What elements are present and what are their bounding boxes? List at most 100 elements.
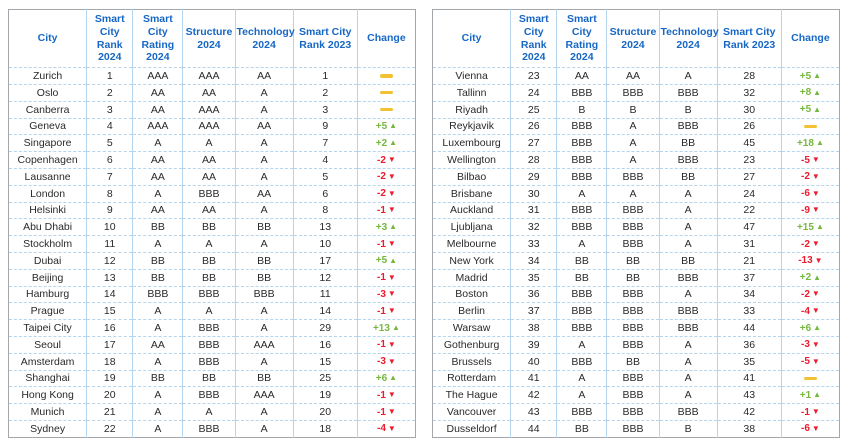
rating-2024-cell: BB — [132, 268, 183, 287]
change-value: -1 — [377, 272, 386, 284]
change-cell: -1 ▼ — [356, 201, 416, 219]
rank-2024-cell: 30 — [510, 184, 557, 203]
city-cell: Helsinki — [8, 201, 87, 219]
city-cell: Reykjavik — [432, 117, 511, 135]
technology-2024-cell: B — [658, 100, 718, 119]
city-cell: Seoul — [8, 335, 87, 354]
technology-2024-cell: BB — [234, 251, 294, 270]
rank-2024-cell: 34 — [510, 251, 557, 270]
rank-2024-cell: 20 — [86, 386, 133, 404]
technology-2024-cell: A — [658, 235, 718, 253]
technology-2024-cell: AA — [234, 117, 294, 135]
structure-2024-cell: BBB — [182, 319, 236, 337]
table-row: Madrid 35 BB BB BBB 37 +2 ▲ — [432, 268, 840, 287]
structure-2024-cell: BBB — [182, 184, 236, 203]
table-row: Auckland 31 BBB BBB A 22 -9 ▼ — [432, 201, 840, 219]
change-value: -1 — [377, 204, 386, 216]
change-cell: -2 ▼ — [780, 285, 840, 303]
city-cell: Ljubljana — [432, 218, 511, 236]
table-row: Taipei City 16 A BBB A 29 +13 ▲ — [8, 319, 416, 337]
table-row: Beijing 13 BB BB BB 12 -1 ▼ — [8, 268, 416, 287]
table-row: Wellington 28 BBB A BBB 23 -5 ▼ — [432, 151, 840, 169]
technology-2024-cell: BBB — [658, 302, 718, 320]
rating-2024-cell: A — [132, 403, 183, 421]
rank-2024-cell: 1 — [86, 67, 133, 85]
technology-2024-cell: A — [658, 201, 718, 219]
table-row: Zurich 1 AAA AAA AA 1 — [8, 67, 416, 85]
structure-2024-cell: BBB — [182, 419, 236, 438]
up-arrow-icon: ▲ — [813, 390, 822, 400]
no-change-dash-icon — [379, 107, 393, 112]
city-cell: Vienna — [432, 67, 511, 85]
rank-2024-cell: 10 — [86, 218, 133, 236]
rank-2024-cell: 31 — [510, 201, 557, 219]
structure-2024-cell: BBB — [606, 285, 660, 303]
city-cell: New York — [432, 251, 511, 270]
change-value: +5 — [375, 255, 388, 267]
structure-2024-cell: A — [182, 235, 236, 253]
rating-2024-cell: A — [132, 386, 183, 404]
down-arrow-icon: ▼ — [387, 306, 396, 316]
rank-2023-cell: 41 — [716, 369, 782, 387]
rank-2023-cell: 14 — [292, 302, 358, 320]
rating-2024-cell: AA — [132, 335, 183, 354]
city-cell: Copenhagen — [8, 151, 87, 169]
rating-2024-cell: A — [132, 302, 183, 320]
change-cell: -9 ▼ — [780, 201, 840, 219]
rank-2023-cell: 13 — [292, 218, 358, 236]
city-cell: Brussels — [432, 352, 511, 371]
change-value: -1 — [377, 406, 386, 418]
rating-2024-cell: BB — [132, 251, 183, 270]
structure-2024-cell: A — [606, 134, 660, 152]
rank-2023-cell: 1 — [292, 67, 358, 85]
table-row: Boston 36 BBB BBB A 34 -2 ▼ — [432, 285, 840, 303]
down-arrow-icon: ▼ — [814, 255, 823, 265]
smart-city-table-left: City Smart City Rank 2024 Smart City Ratin… — [8, 9, 416, 438]
rank-2023-cell: 21 — [716, 251, 782, 270]
city-cell: Berlin — [432, 302, 511, 320]
technology-2024-cell: BB — [234, 218, 294, 236]
rank-2023-cell: 7 — [292, 134, 358, 152]
rating-2024-cell: A — [132, 134, 183, 152]
rank-2024-cell: 7 — [86, 167, 133, 186]
rating-2024-cell: BBB — [132, 285, 183, 303]
table-row: Ljubljana 32 BBB BBB A 47 +15 ▲ — [432, 218, 840, 236]
rank-2024-cell: 39 — [510, 335, 557, 354]
change-cell: +6 ▲ — [780, 319, 840, 337]
change-cell: -1 ▼ — [356, 235, 416, 253]
change-value: +5 — [799, 70, 812, 82]
table-row: Riyadh 25 B B B 30 +5 ▲ — [432, 100, 840, 119]
structure-2024-cell: BB — [606, 268, 660, 287]
table-row: Copenhagen 6 AA AA A 4 -2 ▼ — [8, 151, 416, 169]
change-cell: -1 ▼ — [356, 335, 416, 354]
up-arrow-icon: ▲ — [813, 71, 822, 81]
up-arrow-icon: ▲ — [813, 323, 822, 333]
technology-2024-cell: A — [234, 302, 294, 320]
technology-2024-cell: A — [658, 67, 718, 85]
city-cell: Stockholm — [8, 235, 87, 253]
technology-2024-cell: AAA — [234, 386, 294, 404]
rank-2023-cell: 37 — [716, 268, 782, 287]
rank-2023-cell: 33 — [716, 302, 782, 320]
change-value: -1 — [801, 406, 810, 418]
rank-2024-cell: 33 — [510, 235, 557, 253]
change-value: -2 — [377, 188, 386, 200]
table-row: Singapore 5 A A A 7 +2 ▲ — [8, 134, 416, 152]
change-cell: +6 ▲ — [356, 369, 416, 387]
rank-2023-cell: 16 — [292, 335, 358, 354]
rank-2023-cell: 22 — [716, 201, 782, 219]
city-cell: Canberra — [8, 100, 87, 119]
table-row: Helsinki 9 AA AA A 8 -1 ▼ — [8, 201, 416, 219]
down-arrow-icon: ▼ — [387, 205, 396, 215]
rating-2024-cell: A — [556, 386, 607, 404]
table-row: Brussels 40 BBB BB A 35 -5 ▼ — [432, 352, 840, 371]
city-cell: Auckland — [432, 201, 511, 219]
rank-2024-cell: 18 — [86, 352, 133, 371]
rank-2023-cell: 30 — [716, 100, 782, 119]
change-cell: -3 ▼ — [356, 285, 416, 303]
change-value: -4 — [801, 305, 810, 317]
rating-2024-cell: BBB — [556, 319, 607, 337]
table-row: The Hague 42 A BBB A 43 +1 ▲ — [432, 386, 840, 404]
header-row: City Smart City Rank 2024 Smart City Ratin… — [9, 9, 416, 68]
table-row: Shanghai 19 BB BB BB 25 +6 ▲ — [8, 369, 416, 387]
